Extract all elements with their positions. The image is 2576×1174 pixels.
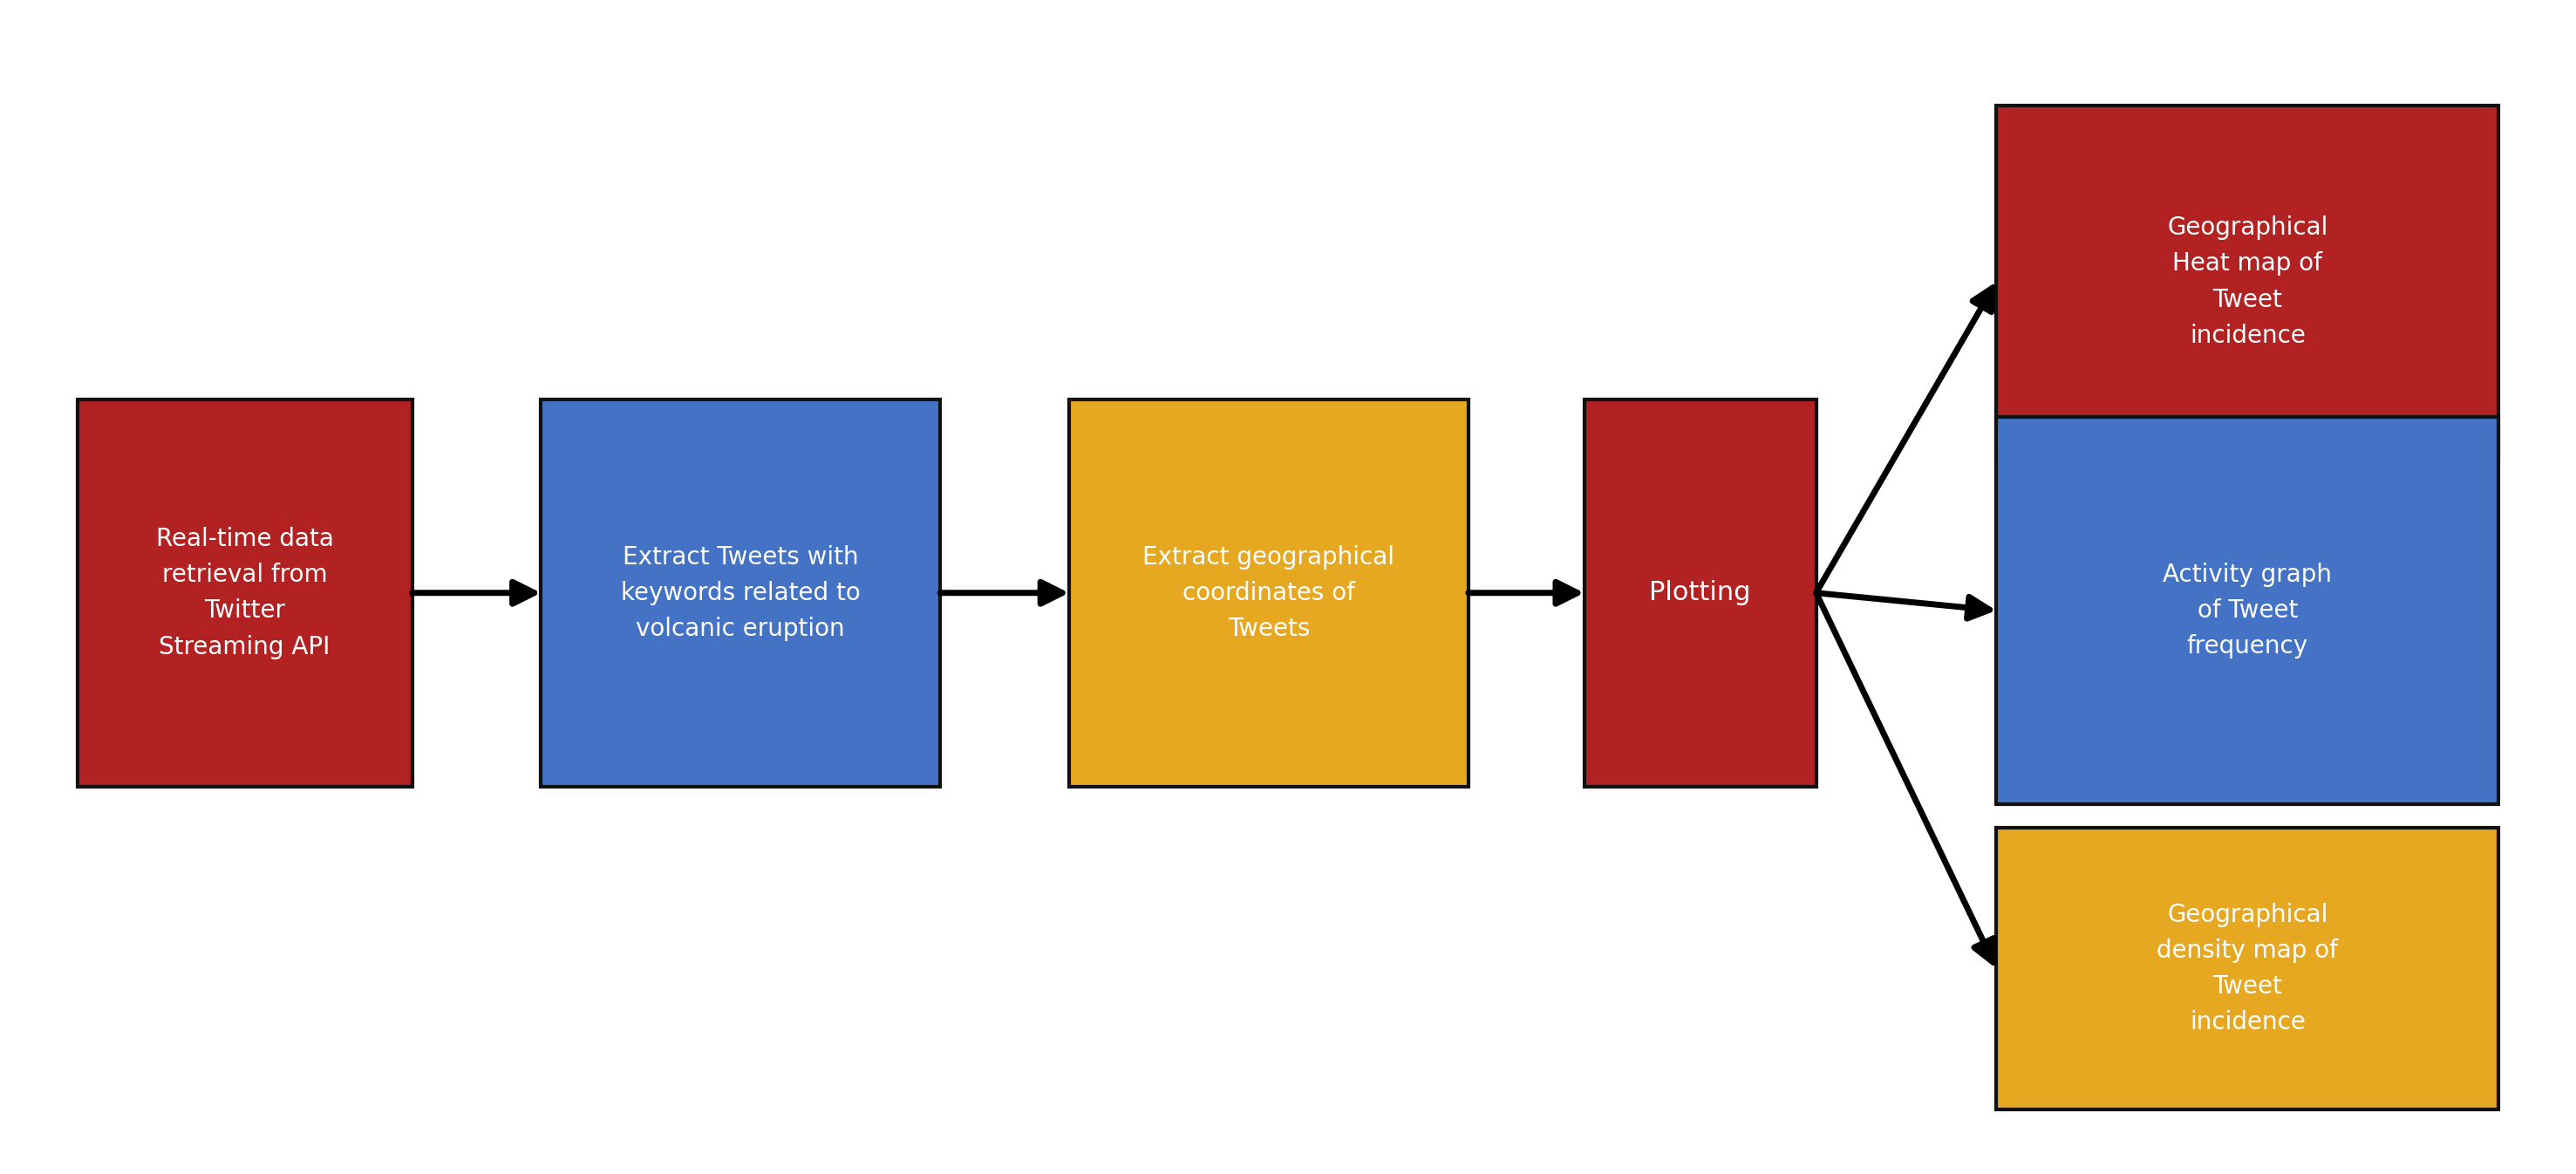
Text: Plotting: Plotting: [1649, 580, 1752, 606]
FancyBboxPatch shape: [541, 399, 940, 787]
FancyBboxPatch shape: [1584, 399, 1816, 787]
Text: Real-time data
retrieval from
Twitter
Streaming API: Real-time data retrieval from Twitter St…: [155, 527, 335, 659]
FancyBboxPatch shape: [1996, 828, 2499, 1109]
FancyBboxPatch shape: [1069, 399, 1468, 787]
FancyBboxPatch shape: [77, 399, 412, 787]
Text: Geographical
Heat map of
Tweet
incidence: Geographical Heat map of Tweet incidence: [2166, 216, 2329, 348]
Text: Extract Tweets with
keywords related to
volcanic eruption: Extract Tweets with keywords related to …: [621, 545, 860, 641]
Text: Extract geographical
coordinates of
Tweets: Extract geographical coordinates of Twee…: [1144, 545, 1394, 641]
Text: Geographical
density map of
Tweet
incidence: Geographical density map of Tweet incide…: [2156, 903, 2339, 1034]
FancyBboxPatch shape: [1996, 106, 2499, 458]
Text: Activity graph
of Tweet
frequency: Activity graph of Tweet frequency: [2164, 562, 2331, 659]
FancyBboxPatch shape: [1996, 417, 2499, 804]
